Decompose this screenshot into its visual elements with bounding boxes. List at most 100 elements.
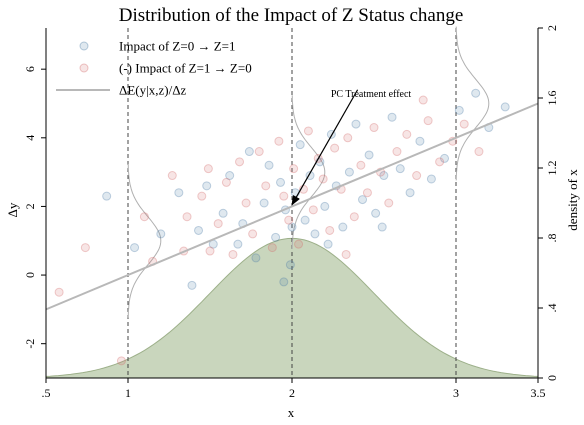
axes: .5 1 2 3 3.5 -2 0 2 4 6 0 .4 .8 1.2 1.6 2 xyxy=(23,25,559,400)
series-impact-0-to-1-point xyxy=(194,225,204,235)
series-impact-1-to-0-point xyxy=(294,239,304,249)
series-impact-0-to-1-point xyxy=(259,198,269,208)
series-impact-0-to-1-point xyxy=(364,150,374,160)
series-impact-1-to-0-point xyxy=(182,212,192,222)
series-impact-0-to-1-point xyxy=(244,147,254,157)
series-impact-0-to-1-point xyxy=(379,171,389,181)
y2-tick-label: 1.2 xyxy=(545,161,559,176)
y-tick-label: 0 xyxy=(23,272,37,278)
series-impact-1-to-0-point xyxy=(392,147,402,157)
series-impact-0-to-1-point xyxy=(202,181,212,191)
y2-tick-label: 2 xyxy=(545,25,559,31)
series-impact-1-to-0-point xyxy=(80,243,90,253)
series-impact-1-to-0-point xyxy=(261,181,271,191)
series-impact-1-to-0-point xyxy=(197,191,207,201)
series-impact-1-to-0-point xyxy=(221,177,231,187)
series-impact-0-to-1-point xyxy=(102,191,112,201)
series-impact-1-to-0-point xyxy=(254,147,264,157)
y-tick-label: 4 xyxy=(23,135,37,141)
series-impact-0-to-1-point xyxy=(187,280,197,290)
series-impact-1-to-0-point xyxy=(474,147,484,157)
annotation-arrow xyxy=(291,89,359,206)
series-impact-1-to-0-point xyxy=(228,249,238,259)
y2-tick-label: 1.6 xyxy=(545,91,559,106)
series-impact-1-to-0-point xyxy=(423,116,433,126)
series-impact-1-to-0-point xyxy=(356,160,366,170)
series-impact-1-to-0-point xyxy=(205,246,215,256)
y2-tick-label: .8 xyxy=(545,234,559,243)
series-impact-0-to-1-point xyxy=(471,88,481,98)
series-impact-0-to-1-point xyxy=(454,105,464,115)
y-tick-label: 6 xyxy=(23,66,37,72)
series-impact-1-to-0-point xyxy=(303,126,313,136)
x-tick-label: 3.5 xyxy=(531,386,546,400)
series-impact-1-to-0-point xyxy=(203,164,213,174)
legend-marker-1 xyxy=(79,63,89,73)
annotation-label: PC Treatment effect xyxy=(331,89,412,100)
series-impact-0-to-1-point xyxy=(351,119,361,129)
series-impact-0-to-1-point xyxy=(310,229,320,239)
series-impact-0-to-1-point xyxy=(500,102,510,112)
series-impact-0-to-1-point xyxy=(218,208,228,218)
series-impact-0-to-1-point xyxy=(174,188,184,198)
series-impact-1-to-0-point xyxy=(139,212,149,222)
series-impact-0-to-1-point xyxy=(371,208,381,218)
legend-marker-0 xyxy=(79,41,89,51)
plot-area xyxy=(45,26,539,379)
series-impact-1-to-0-point xyxy=(459,119,469,129)
series-impact-0-to-1-point xyxy=(300,215,310,225)
series-impact-0-to-1-point xyxy=(279,277,289,287)
series-impact-0-to-1-point xyxy=(156,229,166,239)
effect-line xyxy=(45,102,539,311)
series-impact-1-to-0-point xyxy=(349,212,359,222)
series-impact-0-to-1-point xyxy=(276,177,286,187)
series-impact-1-to-0-point xyxy=(279,191,289,201)
series-impact-1-to-0-point xyxy=(384,198,394,208)
series-impact-1-to-0-point xyxy=(418,95,428,105)
series-impact-0-to-1-point xyxy=(130,243,140,253)
conditional-density-x-1 xyxy=(127,163,162,318)
series-impact-1-to-0-point xyxy=(318,174,328,184)
series-impact-0-to-1-point xyxy=(395,164,405,174)
series-impact-0-to-1-point xyxy=(251,253,261,263)
series-impact-1-to-0-point xyxy=(435,157,445,167)
series-impact-0-to-1-point xyxy=(387,112,397,122)
series-impact-1-to-0-point xyxy=(362,188,372,198)
series-impact-1-to-0-point xyxy=(369,123,379,133)
series-impact-0-to-1-point xyxy=(290,188,300,198)
series-impact-1-to-0-point xyxy=(235,157,245,167)
y2-tick-label: .4 xyxy=(545,304,559,313)
series-impact-0-to-1-point xyxy=(426,174,436,184)
series-impact-0-to-1-point xyxy=(320,201,330,211)
x-tick-label: .5 xyxy=(42,386,51,400)
series-impact-0-to-1-point xyxy=(440,153,450,163)
series-impact-0-to-1-point xyxy=(225,171,235,181)
series-impact-0-to-1-point xyxy=(405,188,415,198)
y-tick-label: 2 xyxy=(23,203,37,209)
series-impact-1-to-0-point xyxy=(54,287,64,297)
series-impact-0-to-1-point xyxy=(264,160,274,170)
y2-axis-title: density of x xyxy=(565,169,580,231)
series-impact-1-to-0-point xyxy=(330,143,340,153)
y2-tick-label: 0 xyxy=(545,375,559,381)
series-impact-0-to-1-point xyxy=(338,222,348,232)
series-impact-1-to-0-point xyxy=(248,229,258,239)
legend-label-1: (-) Impact of Z=1 → Z=0 xyxy=(119,61,252,76)
series-impact-0-to-1-point xyxy=(358,195,368,205)
x-axis-title: x xyxy=(288,405,295,420)
x-tick-label: 3 xyxy=(453,386,459,400)
series-impact-0-to-1-point xyxy=(377,222,387,232)
legend: Impact of Z=0 → Z=1 (-) Impact of Z=1 → Z… xyxy=(56,39,252,98)
y-tick-label: -2 xyxy=(23,339,37,349)
series-impact-0-to-1-point xyxy=(287,222,297,232)
series-impact-0-to-1-point xyxy=(415,136,425,146)
series-impact-1-to-0-point xyxy=(284,215,294,225)
series-impact-1-to-0-point xyxy=(343,133,353,143)
series-impact-1-to-0-point xyxy=(308,205,318,215)
chart-title: Distribution of the Impact of Z Status c… xyxy=(119,5,464,26)
legend-label-2: ΔE(y|x,z)/Δz xyxy=(119,83,187,98)
series-impact-1-to-0-point xyxy=(116,356,126,366)
series-impact-1-to-0-point xyxy=(167,171,177,181)
legend-label-0: Impact of Z=0 → Z=1 xyxy=(119,39,235,54)
